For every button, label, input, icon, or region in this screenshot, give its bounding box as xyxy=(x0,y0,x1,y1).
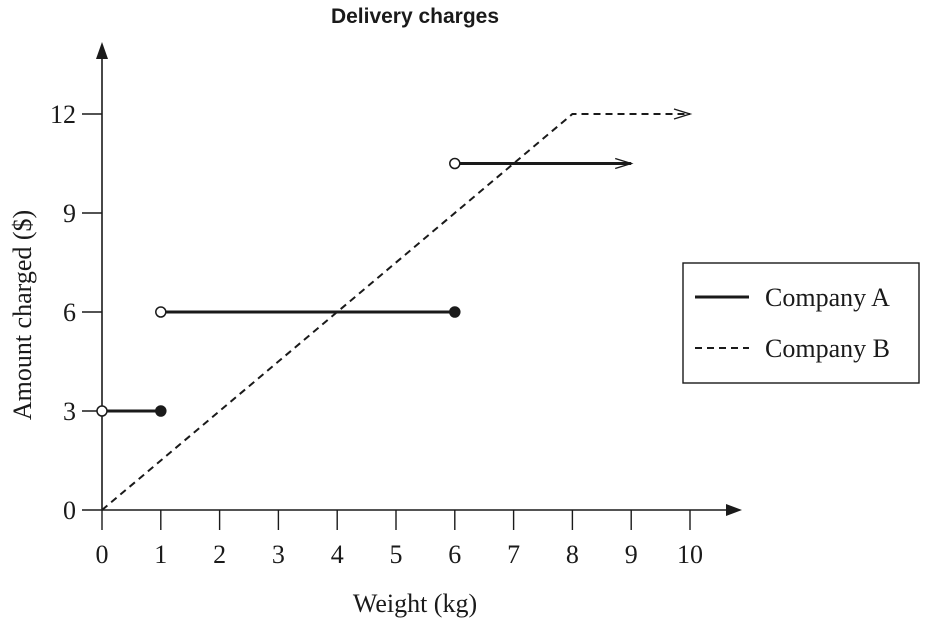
axes xyxy=(96,42,742,516)
company-a-closed-endpoint xyxy=(449,306,461,318)
company-a-arrowhead xyxy=(614,157,634,170)
x-tick-label: 1 xyxy=(154,540,167,569)
y-tick-label: 0 xyxy=(63,496,76,525)
company-a-open-endpoint xyxy=(96,405,108,417)
x-axis-ticks: 0 1 2 3 4 5 6 7 8 9 10 xyxy=(96,510,703,569)
y-axis-arrowhead xyxy=(96,42,108,59)
x-axis-arrowhead xyxy=(726,504,742,516)
x-tick-label: 0 xyxy=(96,540,109,569)
legend-label-company-b: Company B xyxy=(765,334,890,363)
legend-label-company-a: Company A xyxy=(765,283,890,312)
company-a-open-endpoint xyxy=(155,306,167,318)
x-tick-label: 9 xyxy=(625,540,638,569)
company-b-segment xyxy=(101,113,690,511)
chart-title: Delivery charges xyxy=(331,5,499,28)
x-axis-label: Weight (kg) xyxy=(353,589,477,618)
plot-area xyxy=(96,108,693,511)
y-axis-ticks: 0 3 6 9 12 xyxy=(50,100,102,525)
legend: Company A Company B xyxy=(682,262,920,384)
x-tick-label: 6 xyxy=(448,540,461,569)
x-tick-label: 2 xyxy=(213,540,226,569)
x-tick-label: 5 xyxy=(390,540,403,569)
legend-box xyxy=(682,262,920,384)
y-tick-label: 9 xyxy=(63,199,76,228)
company-a-closed-endpoint xyxy=(155,405,167,417)
y-axis-label: Amount charged ($) xyxy=(8,210,37,420)
x-tick-label: 8 xyxy=(566,540,579,569)
x-tick-label: 7 xyxy=(507,540,520,569)
x-tick-label: 3 xyxy=(272,540,285,569)
company-b-arrowhead xyxy=(673,108,693,120)
x-tick-label: 4 xyxy=(331,540,344,569)
y-tick-label: 12 xyxy=(50,100,76,129)
x-tick-label: 10 xyxy=(677,540,703,569)
y-tick-label: 3 xyxy=(63,397,76,426)
y-tick-label: 6 xyxy=(63,298,76,327)
company-a-open-endpoint xyxy=(449,157,461,170)
